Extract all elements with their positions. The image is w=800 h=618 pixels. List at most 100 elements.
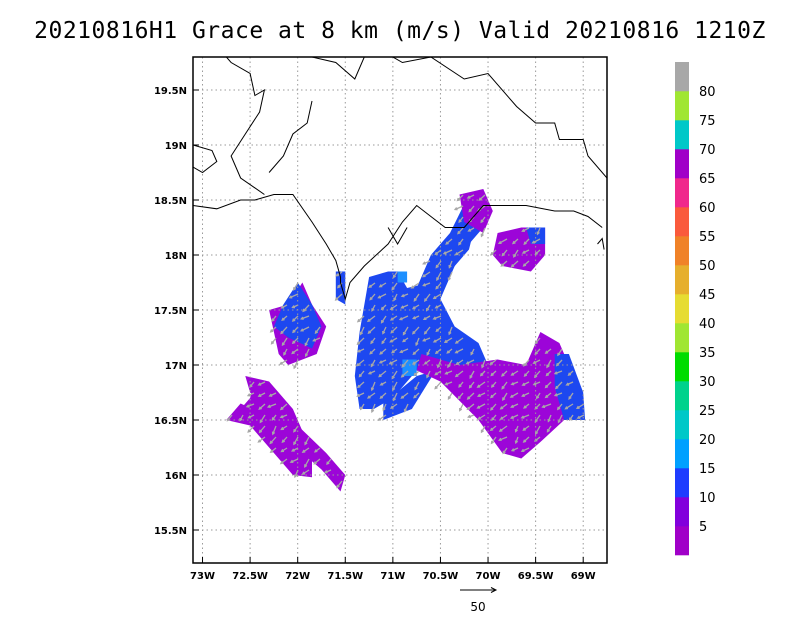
wind-vector-head xyxy=(477,416,481,420)
wind-vector-head xyxy=(312,338,316,342)
wind-vector xyxy=(511,260,519,268)
wind-vector-head xyxy=(491,417,495,421)
wind-vector-head xyxy=(245,404,250,408)
wind-vector-head xyxy=(476,208,481,212)
wind-vector-head xyxy=(553,371,558,375)
wind-vector xyxy=(281,337,288,346)
wind-vector-head xyxy=(434,385,438,390)
wind-vector-head xyxy=(567,372,572,377)
wind-vector xyxy=(477,381,486,388)
wind-vector-head xyxy=(522,439,527,443)
y-tick-label: 19N xyxy=(165,141,187,152)
wind-vector-head xyxy=(379,351,383,355)
wind-vector-head xyxy=(514,429,519,433)
wind-vector-head xyxy=(291,350,295,355)
wind-vector-head xyxy=(468,208,472,213)
wind-vector xyxy=(455,249,464,256)
wind-vector-head xyxy=(266,404,271,408)
wind-vector-head xyxy=(501,373,505,377)
wind-vector xyxy=(412,326,420,335)
wind-vector-head xyxy=(356,318,361,323)
wind-vector-head xyxy=(521,393,525,397)
wind-vector-head xyxy=(412,316,416,320)
wind-vector-head xyxy=(523,405,527,409)
colorbar-label: 70 xyxy=(699,143,716,158)
wind-vector-head xyxy=(554,385,559,390)
x-tick-label: 71.5W xyxy=(327,571,363,582)
wind-vector-head xyxy=(292,329,296,334)
wind-vector xyxy=(304,458,310,468)
wind-vector xyxy=(424,293,431,302)
wind-vector-head xyxy=(575,405,580,409)
colorbar-segment xyxy=(675,439,689,469)
wind-vector-head xyxy=(360,406,364,411)
coastline xyxy=(597,237,605,250)
wind-vector-head xyxy=(434,372,438,376)
wind-vector-head xyxy=(454,340,459,344)
wind-vector-head xyxy=(457,230,461,235)
wind-vector-head xyxy=(423,298,428,303)
wind-vector-head xyxy=(280,305,285,309)
wind-vector-head xyxy=(301,471,306,475)
colorbar-label: 40 xyxy=(699,317,716,332)
wind-vector xyxy=(477,403,486,409)
wind-vector-head xyxy=(288,295,293,299)
wind-vector xyxy=(454,205,464,211)
wind-vector xyxy=(422,271,431,278)
wind-vector-head xyxy=(389,405,394,409)
wind-vector xyxy=(455,370,464,377)
wind-vector-head xyxy=(480,233,484,238)
wind-vector-head xyxy=(293,365,297,370)
wind-vector-head xyxy=(480,219,484,224)
wind-vector-head xyxy=(257,382,262,386)
wind-vector-head xyxy=(413,395,417,399)
wind-vector-head xyxy=(446,350,450,354)
wind-vector-head xyxy=(458,241,462,246)
wind-vector xyxy=(357,337,365,345)
wind-region-southwest-purple-3 xyxy=(245,376,303,431)
colorbar-segment xyxy=(675,468,689,498)
wind-vector xyxy=(480,227,486,237)
wind-vector xyxy=(455,337,464,344)
colorbar-segment xyxy=(675,265,689,295)
wind-vector-head xyxy=(280,330,284,335)
wind-vector-head xyxy=(292,287,297,291)
reference-vector-label: 50 xyxy=(470,600,485,614)
plot-title: 20210816H1 Grace at 8 km (m/s) Valid 202… xyxy=(34,18,766,44)
wind-vector-head xyxy=(334,297,339,301)
wind-vector-head xyxy=(521,228,525,232)
coastline xyxy=(193,194,603,301)
wind-vector-head xyxy=(498,437,502,442)
x-tick-label: 70W xyxy=(476,571,501,582)
wind-vector-head xyxy=(509,394,514,398)
wind-vector-head xyxy=(280,448,285,453)
wind-vector-head xyxy=(269,329,274,333)
wind-vector-head xyxy=(501,385,505,390)
wind-vector-head xyxy=(523,373,528,378)
wind-vector xyxy=(411,282,420,289)
wind-vector-head xyxy=(510,448,515,452)
wind-vector-head xyxy=(293,441,297,446)
wind-vector-head xyxy=(411,306,416,310)
wind-vector-head xyxy=(422,283,426,287)
wind-vector-head xyxy=(370,387,375,392)
y-tick-label: 18.5N xyxy=(154,196,187,207)
wind-vector-head xyxy=(458,384,462,388)
wind-vector-head xyxy=(293,428,297,433)
wind-vector-head xyxy=(502,450,506,455)
wind-region-northeast-blue xyxy=(526,227,546,244)
wind-vector xyxy=(401,370,409,378)
y-tick-label: 16N xyxy=(165,471,187,482)
wind-vector-head xyxy=(435,285,439,290)
wind-vector-head xyxy=(356,341,361,346)
wind-vector xyxy=(399,315,409,321)
wind-vector-head xyxy=(280,426,284,431)
wind-vector-head xyxy=(400,395,405,399)
wind-vector-head xyxy=(378,373,382,378)
wind-vector-head xyxy=(379,395,384,400)
wind-vector-head xyxy=(269,440,273,445)
wind-vector-head xyxy=(541,404,546,409)
wind-vector-head xyxy=(521,382,526,386)
wind-vector-head xyxy=(489,427,494,432)
wind-vector xyxy=(434,381,442,389)
